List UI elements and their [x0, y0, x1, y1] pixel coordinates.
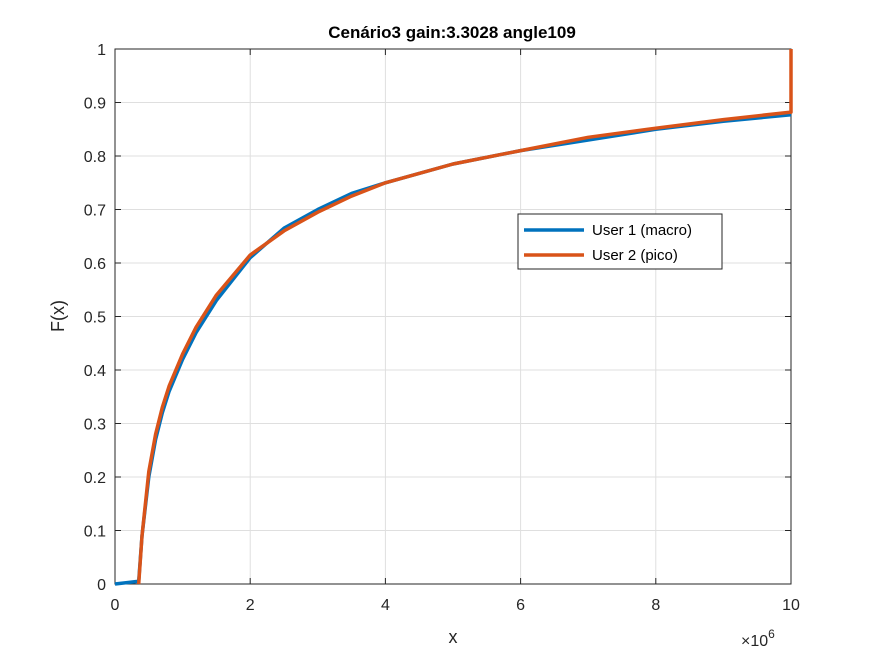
series-line-user-2: [136, 49, 793, 585]
x-exponent-power: 6: [768, 627, 775, 641]
y-tick-label: 0: [97, 577, 106, 594]
chart-title: Cenário3 gain:3.3028 angle109: [328, 23, 576, 42]
x-axis-label: x: [449, 627, 458, 647]
y-tick-label: 0.2: [84, 470, 106, 487]
y-axis-label: F(x): [48, 300, 68, 332]
y-tick-label: 0.7: [84, 203, 106, 220]
x-tick-label: 6: [516, 597, 525, 614]
legend-box: [517, 213, 723, 270]
x-tick-label: 10: [782, 597, 800, 614]
y-tick-label: 1: [97, 42, 106, 59]
y-tick-label: 0.8: [84, 149, 106, 166]
y-tick-label: 0.5: [84, 310, 106, 327]
x-exponent-base: ×10: [741, 633, 768, 650]
x-axis-exponent: ×106: [741, 627, 775, 650]
series-lines: [114, 49, 793, 586]
x-tick-label: 2: [246, 597, 255, 614]
y-tick-label: 0.4: [84, 363, 106, 380]
grid-lines: [114, 48, 792, 585]
x-tick-label: 4: [381, 597, 390, 614]
x-tick-label: 0: [111, 597, 120, 614]
y-tick-label: 0.3: [84, 417, 106, 434]
axis-ticks: 0 2 4 6 8 10 0 0.1 0.2 0.3 0.4 0.5 0.6 0.7 0.8 0.9 1: [84, 42, 800, 614]
legend-label-user-1: User 1 (macro): [592, 222, 692, 239]
x-tick-label: 8: [651, 597, 660, 614]
y-tick-label: 0.1: [84, 524, 106, 541]
y-tick-label: 0.9: [84, 96, 106, 113]
y-tick-label: 0.6: [84, 256, 106, 273]
legend: User 1 (macro) User 2 (pico): [517, 213, 723, 270]
series-line-user-1: [114, 113, 792, 586]
legend-label-user-2: User 2 (pico): [592, 247, 678, 264]
